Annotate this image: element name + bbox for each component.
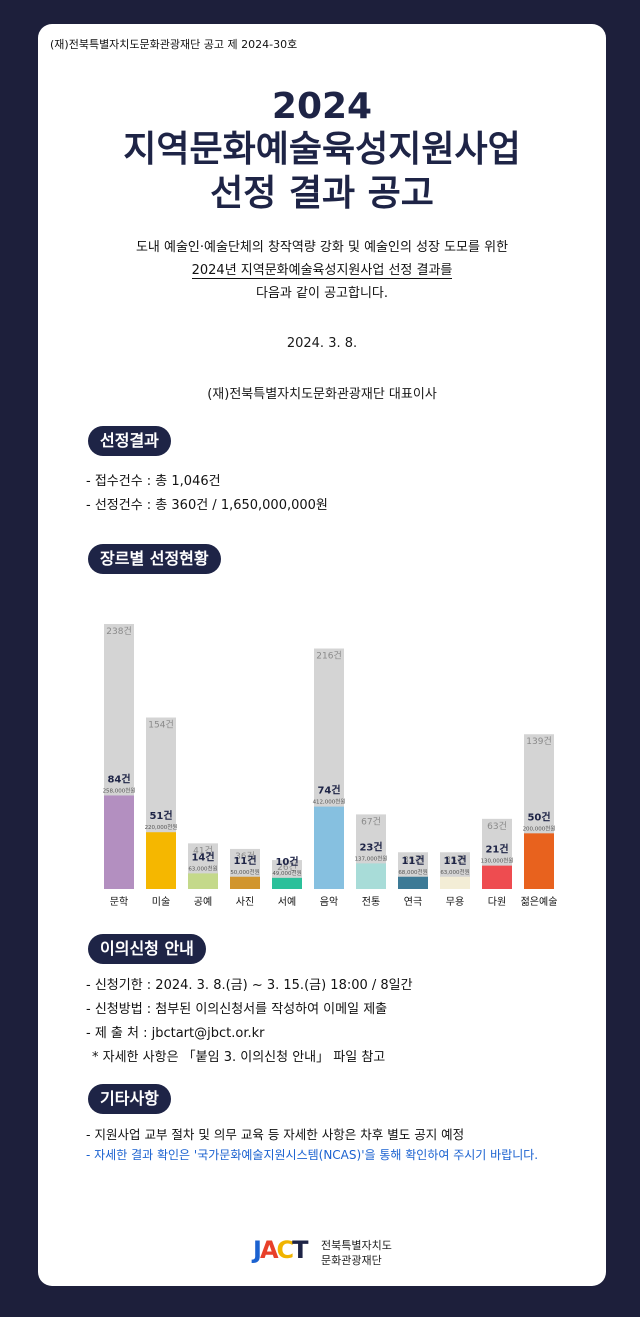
intro-line-3: 다음과 같이 공고합니다.: [256, 286, 388, 301]
label-selected-10: 50건: [527, 810, 550, 823]
issuer: (재)전북특별자치도문화관광재단 대표이사: [207, 387, 437, 402]
logo-org-line-1: 전북특별자치도: [321, 1239, 392, 1252]
label-selected-2: 14건: [191, 850, 214, 863]
foundation-logo: JACT 전북특별자치도 문화관광재단: [253, 1236, 413, 1276]
bar-selected-4: [272, 877, 302, 889]
label-amount-6: 137,000천원: [355, 854, 388, 862]
section-results-title: 선정결과: [88, 426, 171, 456]
label-selected-7: 11건: [401, 854, 424, 867]
bar-selected-6: [356, 863, 386, 889]
intro-line-2-underlined: 2024년 지역문화예술육성지원사업 선정 결과를: [191, 263, 453, 279]
category-label-5: 음악: [320, 896, 338, 908]
objection-period: - 신청기한 : 2024. 3. 8.(금) ~ 3. 15.(금) 18:0…: [86, 978, 413, 993]
section-objection-title: 이의신청 안내: [88, 934, 206, 964]
label-received-0: 238건: [106, 626, 131, 637]
notice-card: (재)전북특별자치도문화관광재단 공고 제 2024-30호 2024 지역문화…: [38, 24, 606, 1286]
label-amount-7: 68,000천원: [398, 868, 427, 876]
logo-org-line-2: 문화관광재단: [321, 1254, 382, 1267]
label-received-4: 26건: [277, 862, 297, 873]
category-label-7: 연극: [404, 896, 422, 908]
category-label-6: 전통: [362, 896, 380, 908]
bar-selected-7: [398, 876, 428, 889]
label-received-10: 139건: [526, 736, 551, 747]
title-announcement: 선정 결과 공고: [210, 173, 434, 214]
label-amount-5: 412,000천원: [313, 798, 346, 806]
bar-selected-9: [482, 865, 512, 889]
logo-text: 전북특별자치도 문화관광재단: [321, 1238, 392, 1268]
category-label-1: 미술: [152, 896, 170, 908]
results-selected: - 선정건수 : 총 360건 / 1,650,000,000원: [86, 498, 328, 513]
label-received-7: 33건: [403, 854, 423, 865]
label-selected-8: 11건: [443, 854, 466, 867]
objection-destination: - 제 출 처 : jbctart@jbct.or.kr: [86, 1026, 265, 1041]
label-selected-3: 11건: [233, 854, 256, 867]
bar-selected-1: [146, 832, 176, 889]
label-selected-6: 23건: [359, 840, 382, 853]
bar-selected-0: [104, 795, 134, 889]
other-line-1: - 지원사업 교부 절차 및 의무 교육 등 자세한 사항은 차후 별도 공지 …: [86, 1127, 465, 1142]
announcement-date: 2024. 3. 8.: [286, 336, 358, 351]
category-label-0: 문학: [110, 896, 128, 908]
label-amount-9: 130,000천원: [481, 857, 514, 865]
notice-number: (재)전북특별자치도문화관광재단 공고 제 2024-30호: [50, 38, 298, 51]
bar-selected-3: [230, 876, 260, 889]
label-received-3: 36건: [235, 851, 255, 862]
logo-mark: JACT: [253, 1236, 309, 1264]
bar-selected-8: [440, 876, 470, 889]
label-selected-5: 74건: [317, 784, 340, 797]
objection-note: * 자세한 사항은 「붙임 3. 이의신청 안내」 파일 참고: [92, 1050, 386, 1065]
label-received-6: 67건: [361, 816, 381, 827]
label-received-2: 41건: [193, 845, 213, 856]
category-label-10: 젊은예술: [521, 896, 558, 908]
results-received: - 접수건수 : 총 1,046건: [86, 474, 221, 489]
label-received-1: 154건: [148, 720, 173, 731]
intro-line-2: 2024년 지역문화예술육성지원사업 선정 결과를: [38, 260, 606, 282]
label-selected-1: 51건: [149, 809, 172, 822]
category-label-4: 서예: [278, 896, 296, 908]
label-received-8: 33건: [445, 854, 465, 865]
label-amount-1: 220,000천원: [145, 823, 178, 831]
label-received-5: 216건: [316, 650, 341, 661]
label-amount-3: 50,000천원: [230, 868, 259, 876]
section-genre-title: 장르별 선정현황: [88, 544, 221, 574]
genre-chart: 238건 84건 258,000천원 문학 154건 51건 220,000천원 미술 41건 1…: [94, 589, 564, 914]
label-received-9: 63건: [487, 821, 507, 832]
label-selected-9: 21건: [485, 843, 508, 856]
category-label-3: 사진: [236, 896, 254, 908]
title-year: 2024: [271, 86, 373, 127]
label-selected-0: 84건: [107, 772, 130, 785]
label-amount-2: 63,000천원: [188, 864, 217, 872]
label-selected-4: 10건: [275, 855, 298, 868]
bar-selected-2: [188, 873, 218, 889]
category-label-9: 다원: [488, 896, 506, 908]
label-amount-10: 200,000천원: [523, 824, 556, 832]
other-line-2: - 자세한 결과 확인은 '국가문화예술지원시스템(NCAS)'을 통해 확인하…: [86, 1148, 539, 1162]
label-amount-4: 49,000천원: [272, 869, 301, 877]
bar-selected-10: [524, 833, 554, 889]
title-program: 지역문화예술육성지원사업: [123, 129, 521, 170]
genre-chart-svg: 238건84건258,000천원문학154건51건220,000천원미술41건1…: [103, 624, 558, 908]
intro-line-1: 도내 예술인·예술단체의 창작역량 강화 및 예술인의 성장 도모를 위한: [135, 240, 509, 255]
category-label-8: 무용: [446, 896, 464, 908]
bar-selected-5: [314, 806, 344, 889]
label-amount-0: 258,000천원: [103, 786, 136, 794]
objection-method: - 신청방법 : 첨부된 이의신청서를 작성하여 이메일 제출: [86, 1002, 388, 1017]
section-other-title: 기타사항: [88, 1084, 171, 1114]
label-amount-8: 63,000천원: [440, 868, 469, 876]
category-label-2: 공예: [194, 896, 212, 908]
